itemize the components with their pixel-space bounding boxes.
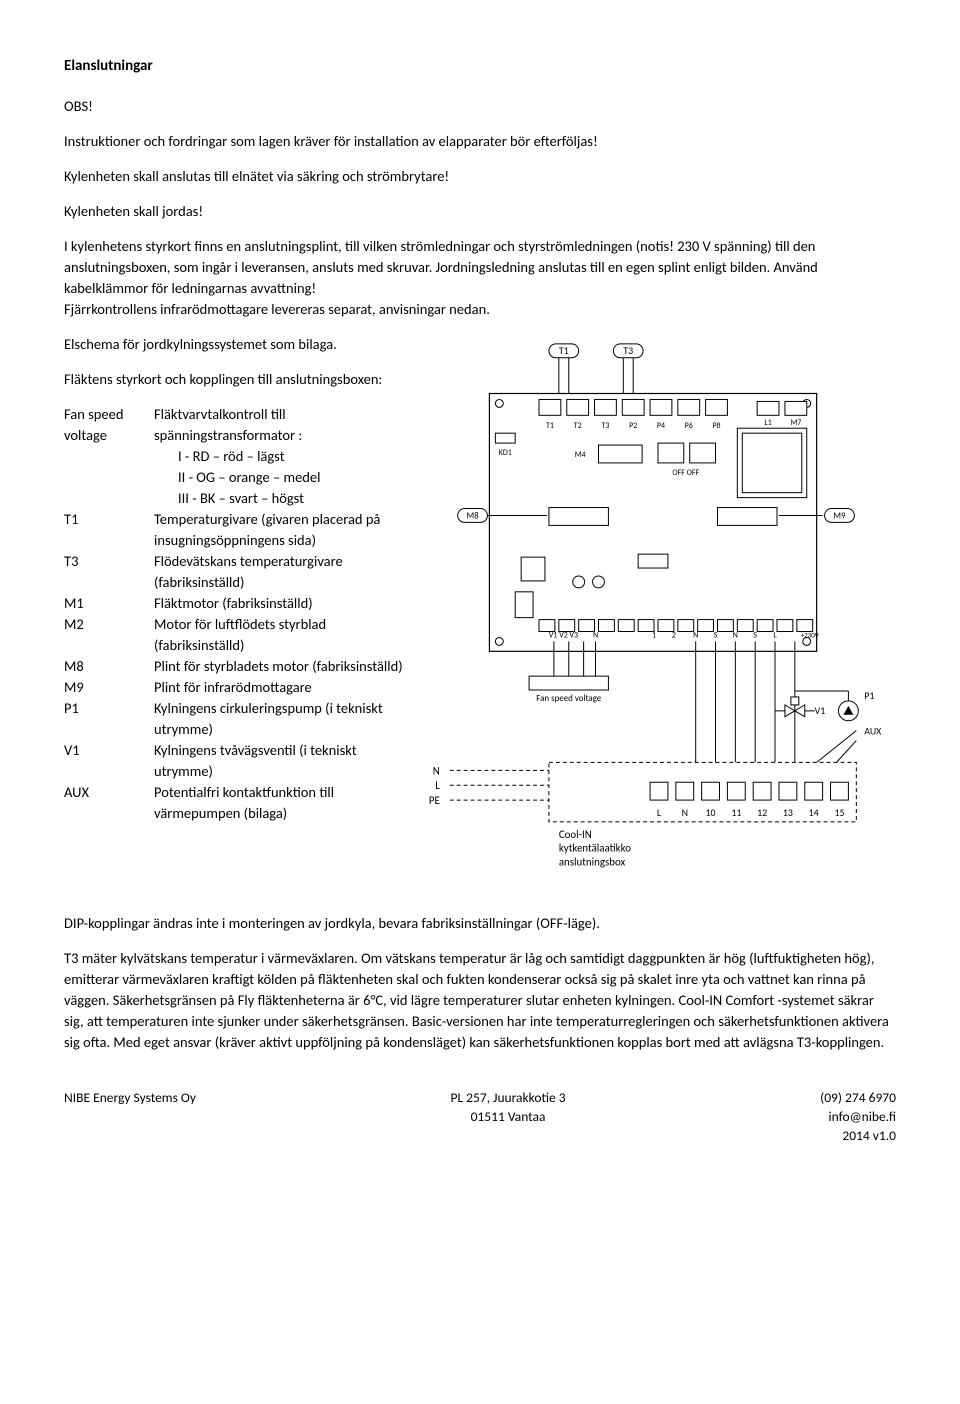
svg-text:10: 10: [706, 807, 716, 819]
svg-text:N: N: [593, 630, 598, 640]
definition-row: M8Plint för styrbladets motor (fabriksin…: [64, 656, 404, 677]
svg-text:V1 V2 V3: V1 V2 V3: [549, 630, 578, 640]
definition-row: AUXPotentialfri kontaktfunktion till vär…: [64, 782, 404, 824]
definition-row: M9Plint för infrarödmottagare: [64, 677, 404, 698]
paragraph: Elschema för jordkylningssystemet som bi…: [64, 334, 404, 355]
svg-text:P1: P1: [864, 690, 874, 702]
svg-text:kytkentälaatikko: kytkentälaatikko: [559, 842, 631, 855]
svg-text:N: N: [433, 764, 440, 777]
svg-text:12: 12: [757, 807, 767, 819]
svg-text:S: S: [753, 630, 757, 640]
svg-text:1: 1: [652, 630, 656, 640]
svg-text:Cool-IN: Cool-IN: [559, 828, 592, 841]
definition-row: T1Temperaturgivare (givaren placerad på …: [64, 509, 404, 551]
svg-text:P6: P6: [685, 421, 693, 431]
svg-text:V1: V1: [815, 705, 826, 717]
wiring-diagram: T1 T3 T1T2T3P2P4P6P8 L1 M7 KD1 M4 OFF: [420, 334, 896, 889]
svg-text:T1: T1: [559, 345, 569, 357]
definition-row: P1Kylningens cirkuleringspump (i teknisk…: [64, 698, 404, 740]
svg-text:T1: T1: [546, 421, 554, 431]
svg-text:11: 11: [731, 807, 741, 819]
svg-text:M8: M8: [466, 511, 479, 521]
svg-text:+230V: +230V: [801, 630, 819, 639]
svg-text:OFF OFF: OFF OFF: [672, 468, 699, 478]
svg-text:M9: M9: [833, 511, 846, 521]
svg-text:P2: P2: [629, 421, 637, 431]
svg-text:T3: T3: [601, 421, 609, 431]
definition-row: V1Kylningens tvåvägsventil (i tekniskt u…: [64, 740, 404, 782]
svg-text:T3: T3: [623, 345, 633, 357]
svg-text:M7: M7: [790, 418, 801, 428]
svg-text:15: 15: [834, 807, 844, 819]
definition-row: M2Motor för luftflödets styrblad (fabrik…: [64, 614, 404, 656]
svg-text:N: N: [693, 630, 698, 640]
svg-text:2: 2: [672, 630, 676, 640]
svg-text:N: N: [733, 630, 738, 640]
svg-text:PE: PE: [429, 794, 440, 807]
svg-text:Fan speed voltage: Fan speed voltage: [536, 694, 601, 704]
svg-text:T2: T2: [574, 421, 582, 431]
footer-right: (09) 274 6970 info@nibe.fi 2014 v1.0: [820, 1089, 896, 1146]
svg-text:N: N: [682, 807, 688, 819]
paragraph: Instruktioner och fordringar som lagen k…: [64, 131, 896, 152]
svg-text:anslutningsbox: anslutningsbox: [559, 855, 626, 868]
svg-text:S: S: [714, 630, 718, 640]
svg-text:AUX: AUX: [864, 726, 882, 738]
footer-left: NIBE Energy Systems Oy: [64, 1089, 196, 1146]
svg-text:KD1: KD1: [499, 448, 512, 458]
definition-row: T3Flödevätskans temperaturgivare (fabrik…: [64, 551, 404, 593]
svg-text:P4: P4: [657, 421, 665, 431]
svg-text:13: 13: [783, 807, 793, 819]
definition-row: Fan speed voltageFläktvarvtalkontroll ti…: [64, 404, 404, 446]
svg-text:P8: P8: [712, 421, 720, 431]
definition-row: M1Fläktmotor (fabriksinställd): [64, 593, 404, 614]
svg-text:14: 14: [809, 807, 819, 819]
svg-text:L1: L1: [764, 418, 771, 428]
footer-mid: PL 257, Juurakkotie 3 01511 Vantaa: [450, 1089, 565, 1146]
obs-heading: OBS!: [64, 96, 896, 117]
svg-text:L: L: [657, 807, 661, 819]
paragraph: Fläktens styrkort och kopplingen till an…: [64, 369, 404, 390]
paragraph: T3 mäter kylvätskans temperatur i värmev…: [64, 948, 896, 1053]
svg-text:M4: M4: [575, 450, 586, 460]
paragraph: I kylenhetens styrkort finns en anslutni…: [64, 236, 896, 320]
paragraph: Kylenheten skall jordas!: [64, 201, 896, 222]
paragraph: Kylenheten skall anslutas till elnätet v…: [64, 166, 896, 187]
svg-text:L: L: [435, 779, 440, 792]
paragraph: DIP-kopplingar ändras inte i monteringen…: [64, 913, 896, 934]
page-title: Elanslutningar: [64, 56, 896, 78]
